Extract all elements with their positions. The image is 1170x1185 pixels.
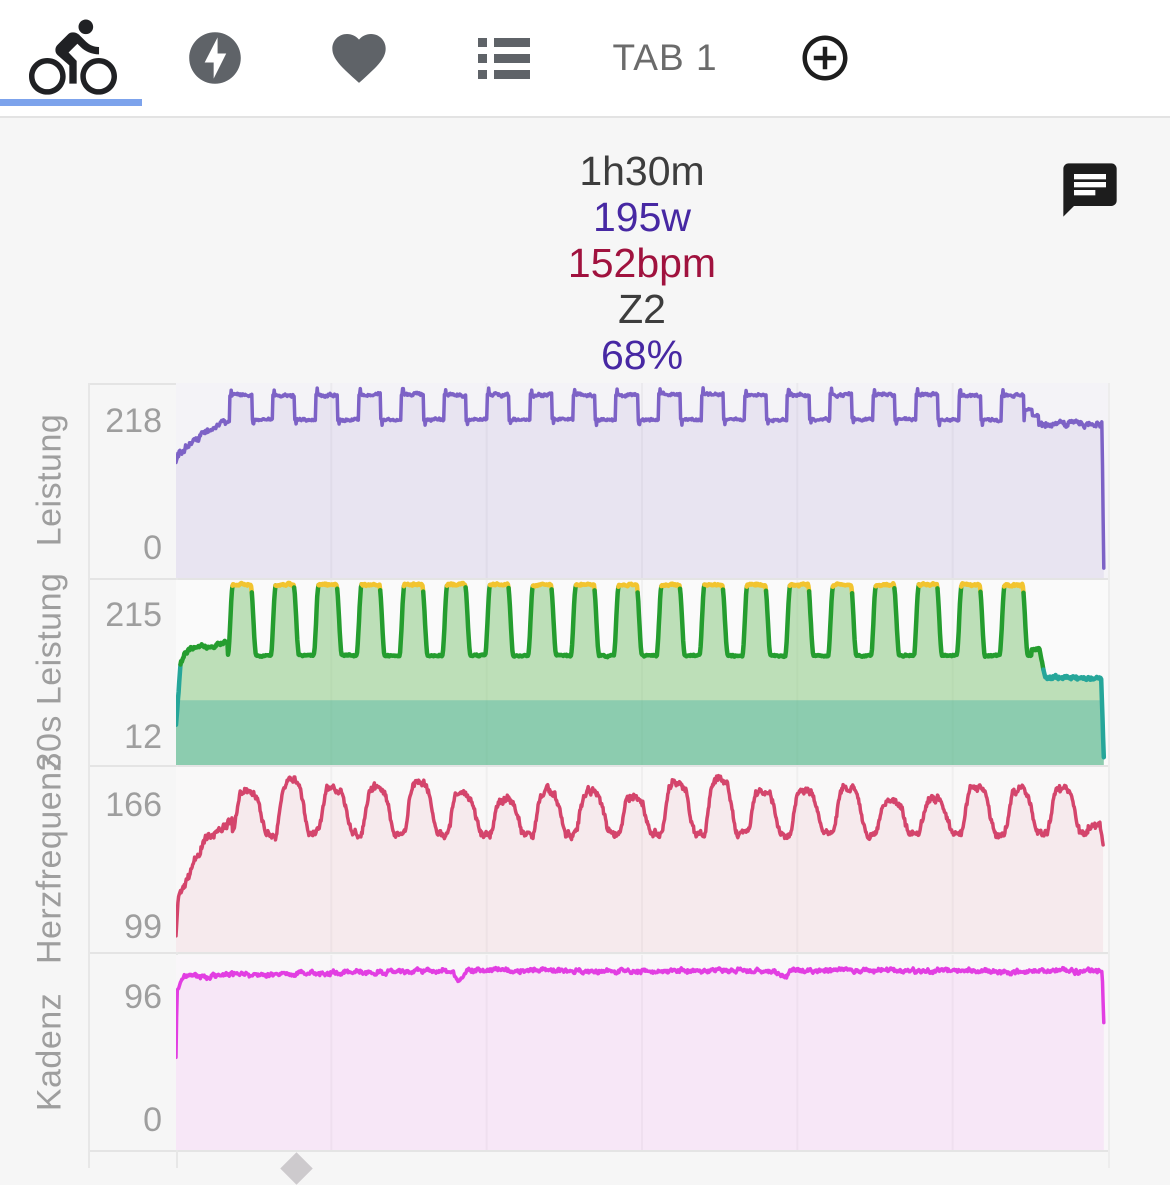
ytick-hr-min: 99 — [124, 908, 162, 946]
ylabel-leistung: Leistung — [30, 413, 69, 547]
cadence-chart[interactable] — [174, 955, 1108, 1150]
heart-icon — [327, 26, 391, 90]
summary-avg-heartrate: 152bpm — [567, 240, 717, 286]
tab-ride[interactable] — [28, 0, 118, 116]
summary-intensity: 68% — [600, 332, 684, 378]
tab-power[interactable] — [184, 0, 246, 116]
lightning-bolt-icon — [184, 27, 246, 89]
tab-bar: TAB 1 — [0, 0, 1170, 118]
cadence-plot[interactable] — [174, 955, 1108, 1150]
power-30s-plot[interactable] — [173, 580, 1108, 765]
chat-bubble-icon — [1058, 163, 1122, 226]
heartrate-plot[interactable] — [174, 767, 1108, 952]
plot-right-border — [1108, 383, 1110, 1168]
next-chart-marker-icon — [280, 1152, 313, 1185]
active-tab-underline — [0, 99, 142, 106]
power-chart[interactable] — [174, 383, 1108, 578]
workout-summary: 1h30m 195w 152bpm Z2 68% — [176, 148, 1108, 378]
chart-divider-2 — [88, 765, 1110, 767]
tab-list[interactable] — [476, 0, 532, 116]
add-circle-icon — [798, 31, 852, 85]
ytick-30s-min: 12 — [124, 718, 162, 756]
summary-zone: Z2 — [618, 286, 666, 332]
summary-avg-power: 195w — [592, 194, 691, 240]
ytick-30s-max: 215 — [105, 596, 162, 634]
ylabel-herzfrequenz: Herzfrequenz — [30, 753, 69, 965]
chart-divider-1 — [88, 578, 1110, 580]
ylabel-30s-leistung: 30s Leistung — [30, 572, 69, 772]
chart-divider-3 — [88, 952, 1110, 954]
power-plot[interactable] — [174, 383, 1108, 578]
add-tab-button[interactable] — [798, 0, 852, 116]
axis-column-line — [88, 383, 90, 1168]
summary-duration: 1h30m — [579, 148, 705, 194]
list-icon — [476, 30, 532, 86]
ylabel-kadenz: Kadenz — [30, 992, 69, 1112]
ytick-cadence-min: 0 — [143, 1101, 162, 1139]
power-30s-chart[interactable] — [173, 580, 1108, 765]
chart-divider-4 — [88, 1150, 1110, 1152]
ytick-power-max: 218 — [105, 402, 162, 440]
tab-heart[interactable] — [327, 0, 391, 116]
ytick-power-min: 0 — [143, 529, 162, 567]
ytick-hr-max: 166 — [105, 786, 162, 824]
tab-1[interactable]: TAB 1 — [600, 0, 730, 116]
ytick-cadence-max: 96 — [124, 978, 162, 1016]
cyclist-icon — [29, 14, 117, 102]
comment-button[interactable] — [1058, 158, 1122, 222]
heartrate-chart[interactable] — [174, 767, 1108, 952]
tab-1-label: TAB 1 — [612, 37, 718, 78]
